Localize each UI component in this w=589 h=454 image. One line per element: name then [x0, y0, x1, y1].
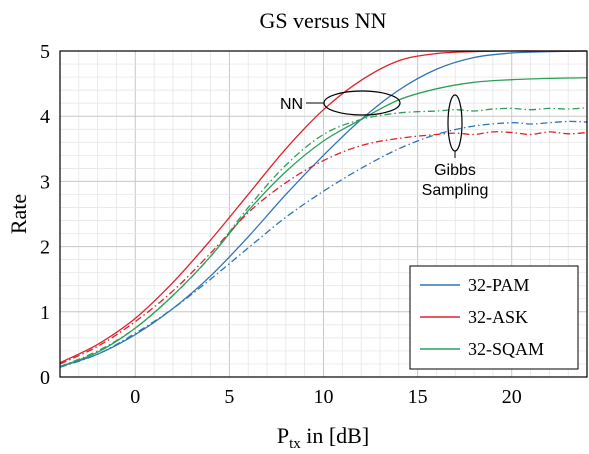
x-axis-label-sub: tx [289, 436, 301, 452]
y-tick-label: 0 [40, 367, 50, 389]
x-tick-label: 20 [502, 386, 522, 408]
nn-label: NN [280, 96, 303, 113]
series-line-32-sqam-gibbs-sampling [59, 107, 588, 368]
gibbs-label-line1: Gibbs [434, 162, 476, 179]
series-layer [59, 50, 588, 368]
y-tick-label: 5 [40, 41, 50, 63]
legend-label-32-ask: 32-ASK [468, 307, 528, 327]
annotation-nn: NN [280, 90, 401, 116]
y-axis-label: Rate [6, 194, 31, 234]
y-tick-label: 3 [40, 171, 50, 193]
y-tick-label: 4 [40, 106, 50, 128]
x-tick-label: 0 [130, 386, 140, 408]
x-axis-label-main: P [277, 423, 289, 448]
annotation-gibbs: Gibbs Sampling [422, 94, 489, 199]
legend-label-32-sqam: 32-SQAM [468, 339, 544, 359]
x-axis-label-suffix: in [dB] [301, 423, 369, 448]
legend-label-32-pam: 32-PAM [468, 275, 529, 295]
series-line-32-ask-gibbs-sampling [59, 131, 588, 365]
tick-labels: 0 5 10 15 20 0 1 2 3 4 5 [40, 41, 522, 408]
series-line-32-pam-nn [59, 50, 588, 368]
series-line-32-sqam-nn [59, 77, 588, 368]
x-tick-label: 5 [224, 386, 234, 408]
chart-title: GS versus NN [259, 8, 386, 33]
x-tick-label: 10 [314, 386, 334, 408]
x-axis-label: Ptx in [dB] [277, 423, 369, 452]
legend: 32-PAM 32-ASK 32-SQAM [409, 265, 579, 370]
y-tick-label: 2 [40, 237, 50, 259]
y-tick-label: 1 [40, 302, 50, 324]
x-tick-label: 15 [408, 386, 428, 408]
series-line-32-pam-gibbs-sampling [59, 120, 588, 368]
gibbs-label-line2: Sampling [422, 182, 489, 199]
plot-frame [59, 50, 588, 378]
